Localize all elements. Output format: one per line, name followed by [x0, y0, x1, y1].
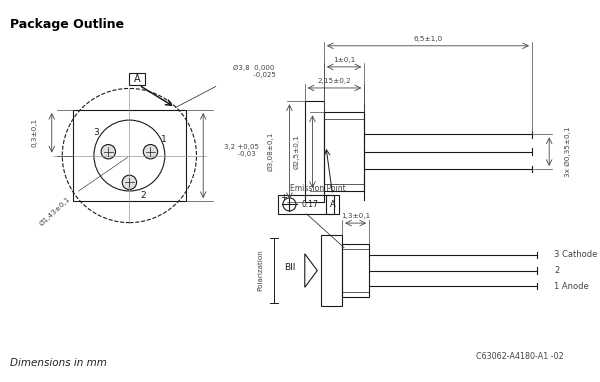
Text: 2: 2 — [554, 266, 559, 275]
Text: 1±0,1: 1±0,1 — [333, 57, 355, 63]
Text: Ø1,43±0,1: Ø1,43±0,1 — [38, 196, 71, 227]
Text: Dimensions in mm: Dimensions in mm — [10, 358, 106, 367]
Text: BII: BII — [284, 263, 295, 272]
Text: 1,3±0,1: 1,3±0,1 — [341, 214, 370, 219]
Circle shape — [143, 144, 158, 159]
Text: 1 Anode: 1 Anode — [554, 282, 589, 291]
Circle shape — [122, 175, 137, 189]
Text: Emission Point: Emission Point — [290, 184, 346, 193]
Text: +: + — [280, 193, 287, 202]
Text: 2: 2 — [140, 191, 146, 200]
Text: 3: 3 — [93, 128, 99, 137]
Text: 3,2 +0,05
      -0,03: 3,2 +0,05 -0,03 — [224, 144, 259, 157]
Text: Ø3,08±0,1: Ø3,08±0,1 — [267, 132, 274, 172]
Bar — [326, 195, 339, 214]
Text: 0.17: 0.17 — [301, 200, 318, 209]
Text: Ø3,8  0,000
         -0,025: Ø3,8 0,000 -0,025 — [233, 65, 275, 78]
Text: Polarization: Polarization — [257, 250, 263, 291]
Text: 1: 1 — [161, 135, 167, 144]
Text: 0,3±0,1: 0,3±0,1 — [32, 118, 38, 147]
Circle shape — [101, 144, 115, 159]
Text: 3 Cathode: 3 Cathode — [554, 250, 598, 259]
Text: 6,5±1,0: 6,5±1,0 — [413, 36, 443, 42]
Text: Package Outline: Package Outline — [10, 18, 124, 31]
Text: A: A — [134, 74, 140, 84]
Text: A: A — [330, 200, 335, 209]
Bar — [130, 73, 145, 85]
Bar — [321, 235, 342, 306]
Bar — [73, 110, 186, 201]
Bar — [305, 101, 324, 202]
Text: C63062-A4180-A1 -02: C63062-A4180-A1 -02 — [476, 352, 563, 361]
Bar — [324, 112, 364, 191]
Text: Ø2,5±0,1: Ø2,5±0,1 — [293, 134, 299, 169]
Text: 2,15±0,2: 2,15±0,2 — [317, 78, 352, 84]
Bar — [278, 195, 334, 214]
Bar — [342, 244, 369, 298]
Text: 3x Ø0,35±0,1: 3x Ø0,35±0,1 — [565, 126, 571, 177]
